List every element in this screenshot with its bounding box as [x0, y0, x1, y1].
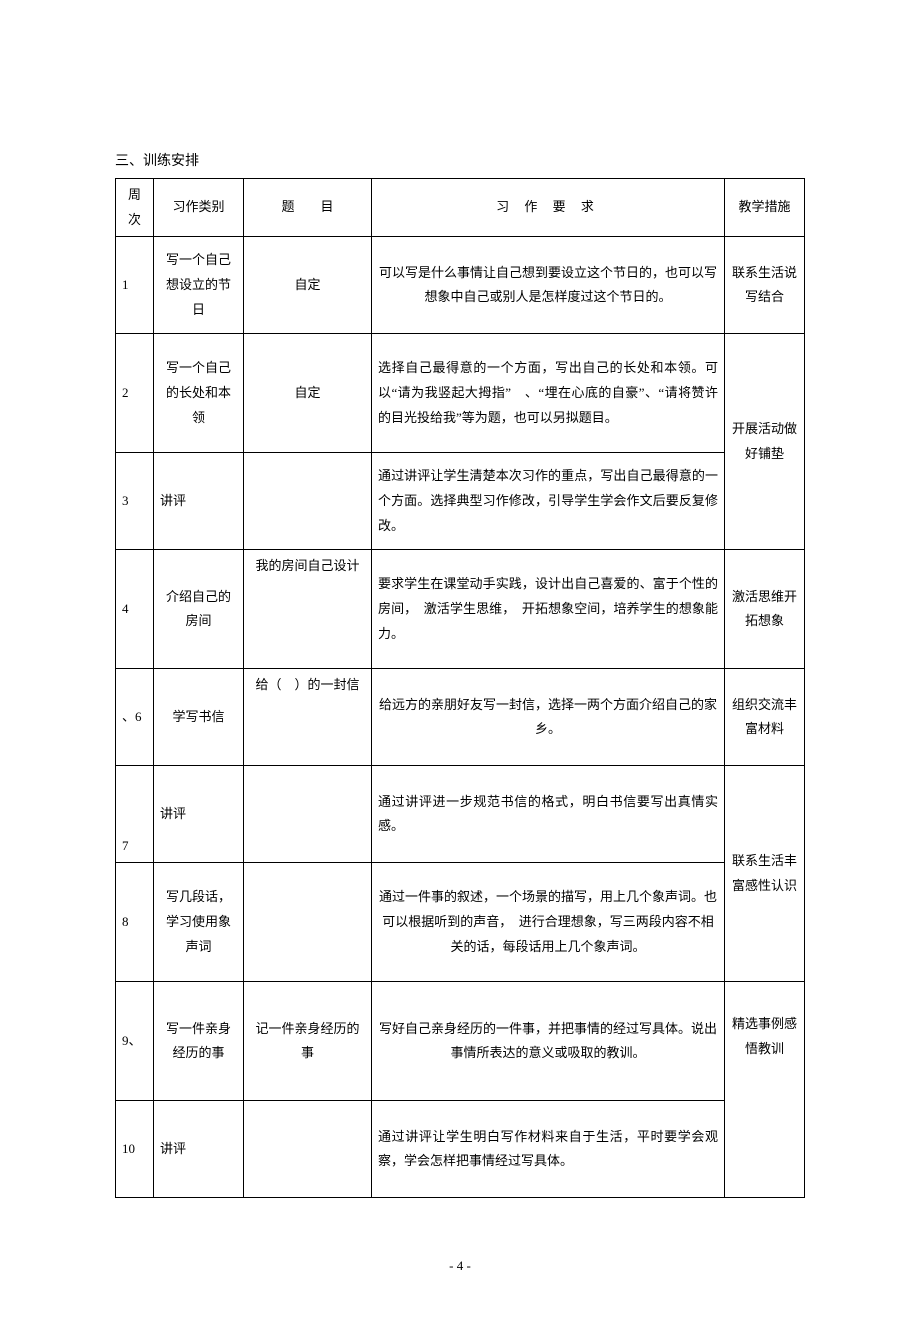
training-schedule-table: 周次 习作类别 题 目 习 作 要 求 教学措施 1 写一个自己想设立的节日 自… — [115, 178, 805, 1198]
cell-requirement: 通过一件事的叙述，一个场景的描写，用上几个象声词。也可以根据听到的声音， 进行合… — [372, 863, 725, 982]
cell-week: 3 — [116, 453, 154, 550]
cell-action: 激活思维开拓想象 — [725, 550, 805, 669]
cell-week: 10 — [116, 1101, 154, 1198]
cell-category: 写一个自己想设立的节日 — [154, 237, 244, 334]
cell-action: 联系生活丰富感性认识 — [725, 766, 805, 982]
table-row: 9、 写一件亲身经历的事 记一件亲身经历的事 写好自己亲身经历的一件事，并把事情… — [116, 982, 805, 1101]
cell-topic: 自定 — [244, 334, 372, 453]
header-category: 习作类别 — [154, 179, 244, 237]
cell-category: 写一个自己的长处和本领 — [154, 334, 244, 453]
table-header-row: 周次 习作类别 题 目 习 作 要 求 教学措施 — [116, 179, 805, 237]
cell-category: 讲评 — [154, 1101, 244, 1198]
cell-action: 组织交流丰富材料 — [725, 669, 805, 766]
cell-requirement: 可以写是什么事情让自己想到要设立这个节日的，也可以写想象中自己或别人是怎样度过这… — [372, 237, 725, 334]
cell-topic — [244, 766, 372, 863]
table-row: 3 讲评 通过讲评让学生清楚本次习作的重点，写出自己最得意的一个方面。选择典型习… — [116, 453, 805, 550]
cell-topic: 给（ ）的一封信 — [244, 669, 372, 766]
cell-week: 7 — [116, 766, 154, 863]
header-requirement: 习 作 要 求 — [372, 179, 725, 237]
header-action: 教学措施 — [725, 179, 805, 237]
cell-requirement: 通过讲评进一步规范书信的格式，明白书信要写出真情实感。 — [372, 766, 725, 863]
cell-category: 讲评 — [154, 766, 244, 863]
cell-week: 8 — [116, 863, 154, 982]
cell-week: 、6 — [116, 669, 154, 766]
cell-category: 学写书信 — [154, 669, 244, 766]
cell-topic: 自定 — [244, 237, 372, 334]
cell-topic — [244, 1101, 372, 1198]
table-row: 10 讲评 通过讲评让学生明白写作材料来自于生活，平时要学会观察，学会怎样把事情… — [116, 1101, 805, 1198]
cell-topic: 记一件亲身经历的事 — [244, 982, 372, 1101]
table-row: 7 讲评 通过讲评进一步规范书信的格式，明白书信要写出真情实感。 联系生活丰富感… — [116, 766, 805, 863]
cell-requirement: 给远方的亲朋好友写一封信，选择一两个方面介绍自己的家乡。 — [372, 669, 725, 766]
cell-action: 联系生活说写结合 — [725, 237, 805, 334]
cell-action: 开展活动做好铺垫 — [725, 334, 805, 550]
cell-category: 写一件亲身经历的事 — [154, 982, 244, 1101]
table-row: 、6 学写书信 给（ ）的一封信 给远方的亲朋好友写一封信，选择一两个方面介绍自… — [116, 669, 805, 766]
table-row: 2 写一个自己的长处和本领 自定 选择自己最得意的一个方面，写出自己的长处和本领… — [116, 334, 805, 453]
cell-topic — [244, 863, 372, 982]
cell-week: 1 — [116, 237, 154, 334]
page-number: - 4 - — [115, 1258, 805, 1274]
table-row: 8 写几段话，学习使用象声词 通过一件事的叙述，一个场景的描写，用上几个象声词。… — [116, 863, 805, 982]
cell-topic: 我的房间自己设计 — [244, 550, 372, 669]
cell-category: 介绍自己的房间 — [154, 550, 244, 669]
cell-week: 2 — [116, 334, 154, 453]
cell-category: 讲评 — [154, 453, 244, 550]
cell-requirement: 选择自己最得意的一个方面，写出自己的长处和本领。可以“请为我竖起大拇指” 、“埋… — [372, 334, 725, 453]
cell-requirement: 通过讲评让学生明白写作材料来自于生活，平时要学会观察，学会怎样把事情经过写具体。 — [372, 1101, 725, 1198]
cell-action: 精选事例感悟教训 — [725, 982, 805, 1198]
section-title: 三、训练安排 — [115, 150, 805, 170]
cell-week: 9、 — [116, 982, 154, 1101]
cell-category: 写几段话，学习使用象声词 — [154, 863, 244, 982]
table-row: 4 介绍自己的房间 我的房间自己设计 要求学生在课堂动手实践，设计出自己喜爱的、… — [116, 550, 805, 669]
header-topic: 题 目 — [244, 179, 372, 237]
table-row: 1 写一个自己想设立的节日 自定 可以写是什么事情让自己想到要设立这个节日的，也… — [116, 237, 805, 334]
document-page: 三、训练安排 周次 习作类别 题 目 习 作 要 求 教学措施 1 写一个自己想… — [0, 0, 920, 1334]
cell-requirement: 通过讲评让学生清楚本次习作的重点，写出自己最得意的一个方面。选择典型习作修改，引… — [372, 453, 725, 550]
cell-week: 4 — [116, 550, 154, 669]
header-week: 周次 — [116, 179, 154, 237]
cell-requirement: 写好自己亲身经历的一件事，并把事情的经过写具体。说出事情所表达的意义或吸取的教训… — [372, 982, 725, 1101]
cell-requirement: 要求学生在课堂动手实践，设计出自己喜爱的、富于个性的房间， 激活学生思维， 开拓… — [372, 550, 725, 669]
cell-topic — [244, 453, 372, 550]
